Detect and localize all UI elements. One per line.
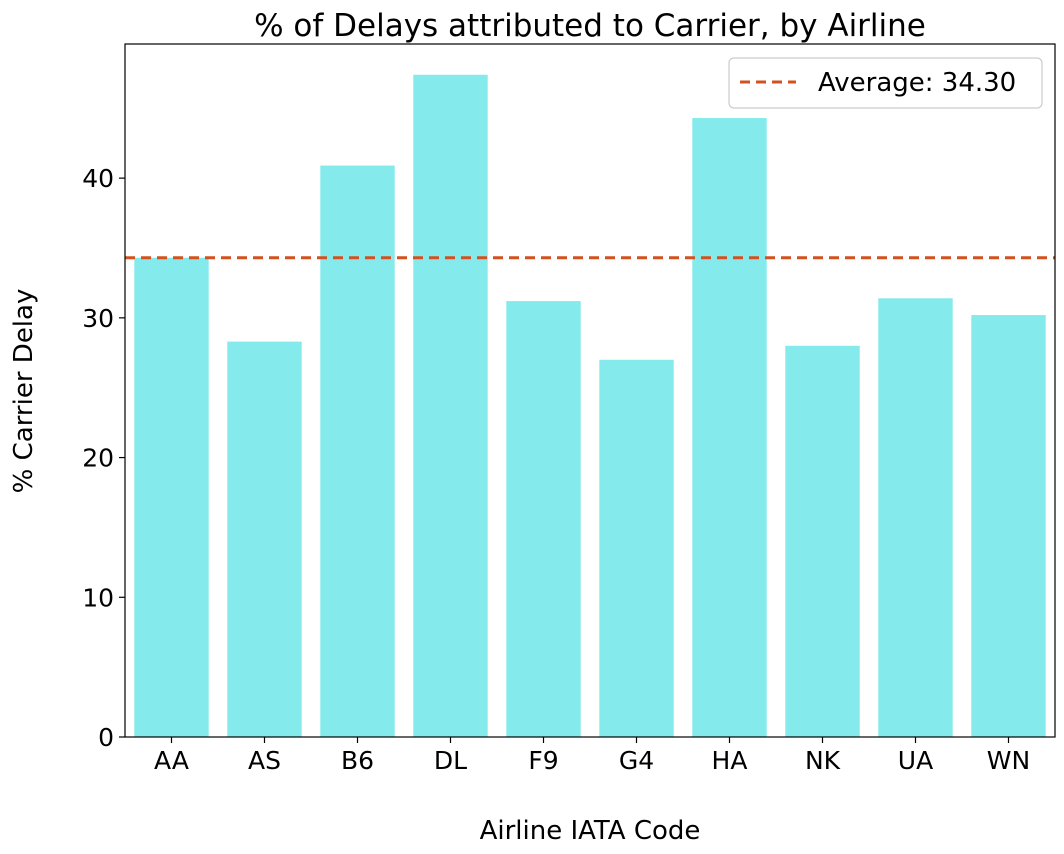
y-tick-label: 0 [98, 723, 114, 752]
legend-label: Average: 34.30 [818, 68, 1016, 98]
x-tick-label: F9 [528, 746, 558, 775]
x-tick-label: DL [434, 746, 467, 775]
x-tick-label: UA [898, 746, 933, 775]
x-tick-label: HA [712, 746, 748, 775]
y-tick-label: 20 [82, 444, 114, 473]
y-tick-label: 30 [82, 304, 114, 333]
bar-AA [134, 257, 209, 737]
x-axis-label: Airline IATA Code [480, 816, 701, 846]
legend-box [728, 57, 1043, 109]
x-tick-label: AS [248, 746, 281, 775]
x-tick-label: WN [987, 746, 1030, 775]
bar-UA [878, 298, 953, 737]
y-axis-ticks: 0 10 20 30 40 [82, 164, 125, 752]
bars-group [134, 74, 1046, 737]
y-tick-label: 10 [82, 583, 114, 612]
bar-NK [785, 345, 860, 737]
plot-frame [124, 43, 1056, 738]
x-tick-label: NK [805, 746, 841, 775]
bar-F9 [506, 301, 581, 737]
x-tick-label: B6 [341, 746, 374, 775]
bar-AS [227, 341, 302, 737]
y-axis-label: % Carrier Delay [9, 289, 39, 494]
bar-DL [413, 74, 488, 737]
x-axis-ticks: AA AS B6 DL F9 G4 HA NK UA WN [154, 737, 1030, 775]
x-tick-label: AA [154, 746, 189, 775]
bar-WN [971, 315, 1046, 737]
chart-title: % of Delays attributed to Carrier, by Ai… [254, 8, 926, 44]
y-tick-label: 40 [82, 164, 114, 193]
legend: Average: 34.30 [728, 57, 1043, 109]
bar-G4 [599, 359, 674, 737]
bar-HA [692, 118, 767, 737]
x-tick-label: G4 [619, 746, 654, 775]
bar-B6 [320, 165, 395, 737]
